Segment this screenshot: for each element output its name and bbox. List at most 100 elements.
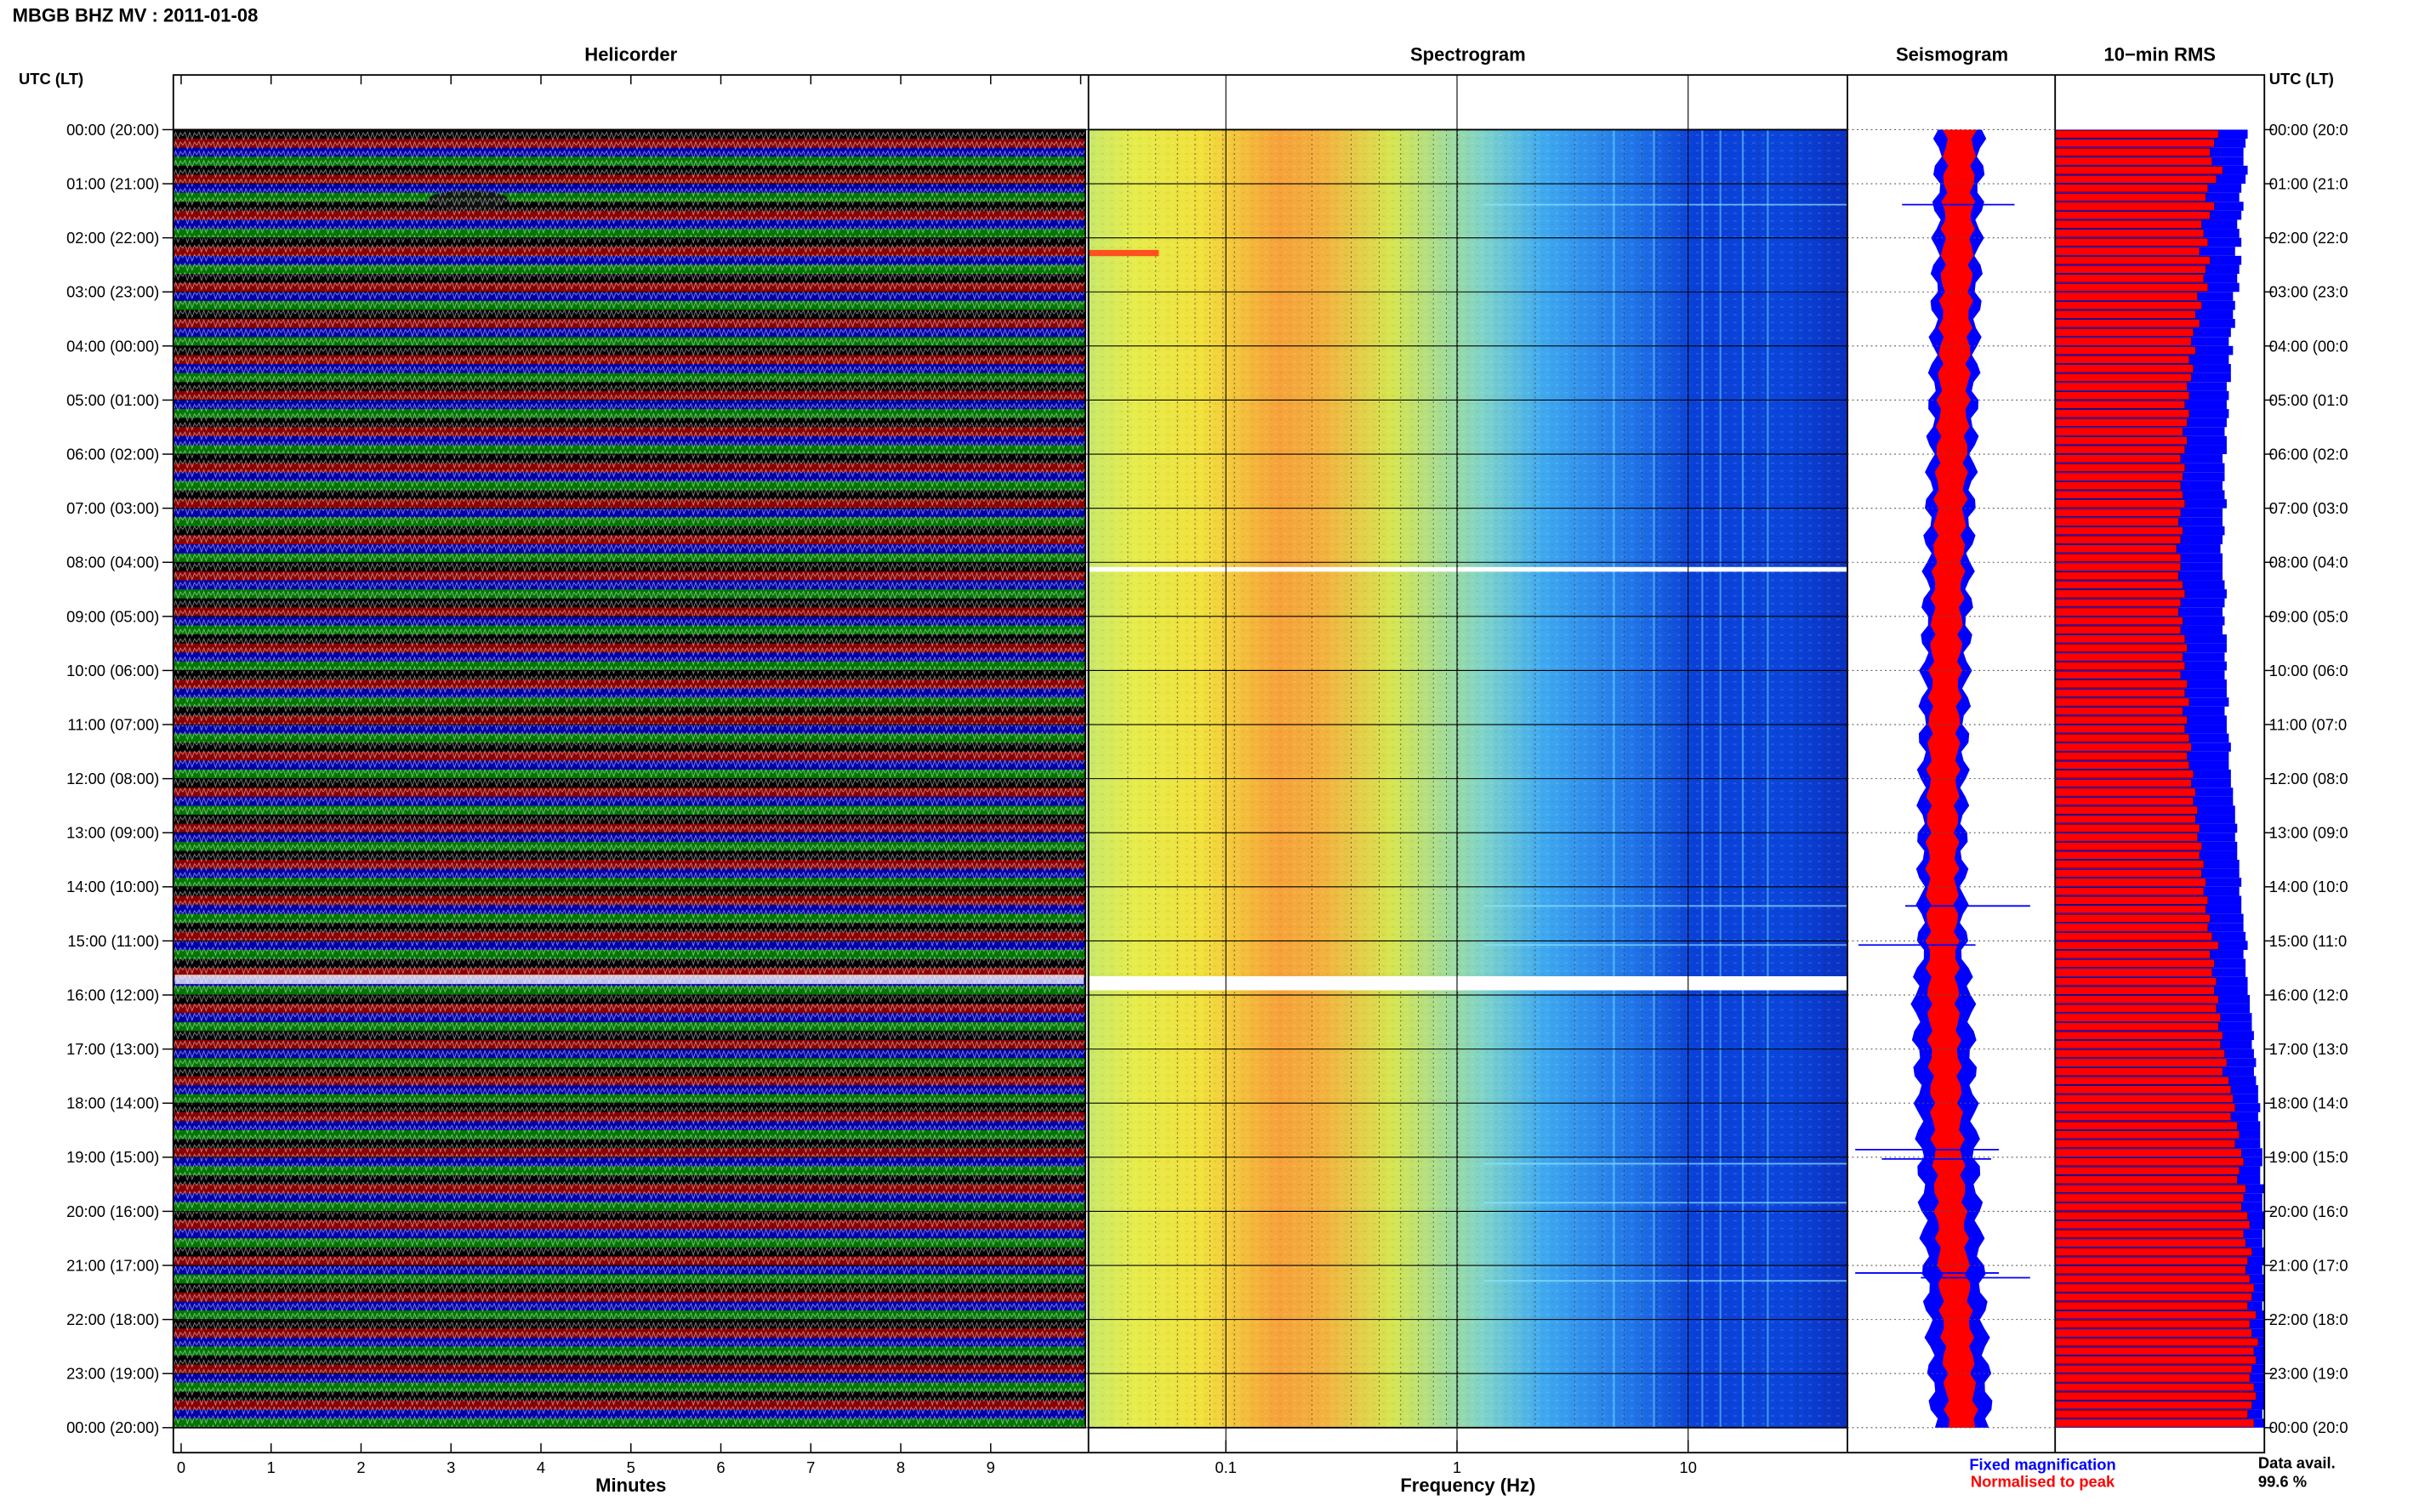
rms-bar-normalised — [2055, 400, 2185, 409]
time-tick-label: 04:00 (00:0 — [2269, 337, 2348, 355]
rms-bar-normalised — [2055, 652, 2183, 662]
rms-bar-normalised — [2055, 1049, 2225, 1058]
rms-bar-normalised — [2055, 238, 2208, 247]
rms-bar-normalised — [2055, 824, 2200, 833]
rms-bar-normalised — [2055, 1202, 2242, 1211]
time-tick-label: 19:00 (15:0 — [2269, 1148, 2348, 1166]
rms-bar-normalised — [2055, 166, 2223, 174]
time-tick-label: 22:00 (18:00) — [66, 1310, 159, 1328]
time-tick-label: 09:00 (05:0 — [2269, 607, 2348, 625]
rms-bar-normalised — [2055, 1301, 2248, 1310]
rms-bar-normalised — [2055, 625, 2182, 634]
time-tick-label: 01:00 (21:0 — [2269, 174, 2348, 192]
time-tick-label: 08:00 (04:00) — [66, 554, 159, 571]
minutes-axis: 0 1 2 3 4 5 6 7 8 9 — [177, 1443, 995, 1476]
time-tick-label: 01:00 (21:00) — [66, 174, 159, 192]
time-tick-label: 16:00 (12:0 — [2269, 986, 2348, 1003]
rms-bar-normalised — [2055, 634, 2185, 644]
rms-bar-normalised — [2055, 1031, 2223, 1040]
time-tick-label: 07:00 (03:0 — [2269, 499, 2348, 517]
rms-bar-normalised — [2055, 130, 2219, 139]
time-tick-label: 06:00 (02:00) — [66, 445, 159, 463]
data-availability-value: 99.6 % — [2258, 1473, 2307, 1491]
rms-bar-normalised — [2055, 1346, 2255, 1356]
freq-tick-label: 1 — [1453, 1458, 1461, 1476]
rms-bar-normalised — [2055, 1275, 2251, 1283]
time-tick-label: 03:00 (23:0 — [2269, 283, 2348, 301]
rms-bar-normalised — [2055, 1004, 2217, 1013]
rms-bar-normalised — [2055, 932, 2212, 941]
rms-bar-normalised — [2055, 1013, 2221, 1022]
time-tick-label: 07:00 (03:00) — [66, 499, 159, 517]
time-tick-label: 23:00 (19:0 — [2269, 1365, 2348, 1383]
time-tick-label: 09:00 (05:00) — [66, 607, 159, 625]
rms-bar-normalised — [2055, 310, 2196, 319]
rms-bar-normalised — [2055, 1328, 2252, 1338]
rms-bar-normalised — [2055, 445, 2185, 454]
time-axis-right: 00:00 (20:0 01:00 (21:0 02:00 (22:0 03:00 (… — [2264, 121, 2348, 1436]
minute-tick-label: 2 — [356, 1458, 365, 1476]
time-tick-label: 17:00 (13:0 — [2269, 1040, 2348, 1058]
rms-bar-normalised — [2055, 1058, 2228, 1067]
rms-bar-normalised — [2055, 959, 2215, 968]
rms-bar-normalised — [2055, 950, 2211, 959]
rms-bar-normalised — [2055, 1373, 2251, 1383]
rms-bar-normalised — [2055, 662, 2185, 670]
rms-bar-normalised — [2055, 526, 2183, 535]
rms-bar-normalised — [2055, 1265, 2246, 1275]
rms-bar-normalised — [2055, 1310, 2257, 1320]
time-tick-label: 17:00 (13:00) — [66, 1040, 159, 1058]
minute-tick-label: 1 — [267, 1458, 276, 1476]
rms-bar-normalised — [2055, 211, 2211, 219]
minute-tick-label: 6 — [716, 1458, 725, 1476]
rms-bar-normalised — [2055, 247, 2200, 256]
rms-bar-normalised — [2055, 1220, 2251, 1230]
rms-bar-normalised — [2055, 833, 2198, 842]
time-tick-label: 18:00 (14:00) — [66, 1094, 159, 1112]
rms-title: 10−min RMS — [2103, 44, 2216, 65]
figure-title: MBGB BHZ MV : 2011-01-08 — [13, 5, 259, 26]
time-tick-label: 00:00 (20:00) — [66, 121, 159, 139]
rms-bar-normalised — [2055, 562, 2182, 571]
rms-bar-normalised — [2055, 1356, 2257, 1365]
rms-bar-normalised — [2055, 1338, 2259, 1346]
time-tick-label: 10:00 (06:00) — [66, 662, 159, 679]
rms-bar-normalised — [2055, 427, 2183, 436]
rms-bar-normalised — [2055, 968, 2212, 977]
rms-bar-normalised — [2055, 202, 2215, 211]
rms-bar-normalised — [2055, 1283, 2255, 1293]
rms-bar-normalised — [2055, 805, 2198, 815]
rms-bar-normalised — [2055, 337, 2192, 346]
rms-bar-normalised — [2055, 1130, 2240, 1140]
minute-tick-label: 7 — [806, 1458, 815, 1476]
time-tick-label: 02:00 (22:0 — [2269, 229, 2348, 247]
rms-bar-normalised — [2055, 1121, 2238, 1130]
rms-bar-normalised — [2055, 734, 2189, 742]
rms-bar-normalised — [2055, 995, 2219, 1004]
frequency-axis-label: Frequency (Hz) — [1400, 1475, 1535, 1496]
rms-bar-normalised — [2055, 580, 2183, 589]
rms-bar-normalised — [2055, 887, 2205, 895]
rms-bar-normalised — [2055, 725, 2185, 734]
time-tick-label: 20:00 (16:00) — [66, 1202, 159, 1220]
rms-bar-normalised — [2055, 1410, 2248, 1418]
time-tick-label: 13:00 (09:00) — [66, 824, 159, 842]
time-tick-label: 16:00 (12:00) — [66, 986, 159, 1003]
minute-tick-label: 0 — [177, 1458, 185, 1476]
right-axis-header: UTC (LT) — [2269, 70, 2334, 88]
rms-bar-normalised — [2055, 679, 2188, 689]
spectrogram-gap — [1088, 975, 1848, 991]
rms-bar-normalised — [2055, 382, 2188, 391]
time-tick-label: 12:00 (08:00) — [66, 770, 159, 787]
rms-bar-normalised — [2055, 139, 2215, 148]
seismogram-title: Seismogram — [1896, 44, 2008, 65]
time-tick-label: 05:00 (01:00) — [66, 391, 159, 409]
rms-bar-normalised — [2055, 670, 2182, 679]
rms-bar-normalised — [2055, 472, 2183, 481]
rms-bar-normalised — [2055, 517, 2179, 526]
rms-bar-normalised — [2055, 274, 2205, 283]
freq-tick-label: 10 — [1680, 1458, 1697, 1476]
rms-bar-normalised — [2055, 787, 2196, 797]
rms-bar-normalised — [2055, 1401, 2252, 1410]
time-tick-label: 10:00 (06:0 — [2269, 662, 2348, 679]
